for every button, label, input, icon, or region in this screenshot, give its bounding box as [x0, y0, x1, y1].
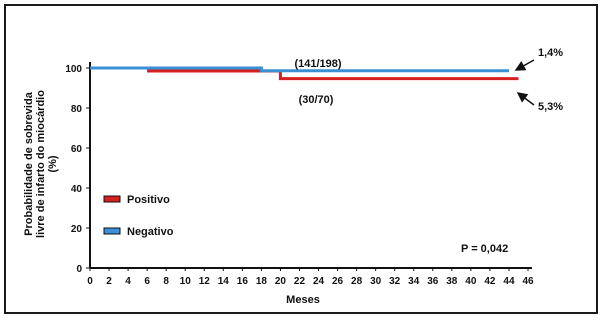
- y-axis-title-line3: (%): [47, 155, 59, 172]
- x-tick-label: 20: [275, 276, 287, 287]
- series-line-negativo: [90, 66, 509, 73]
- x-tick-label: 0: [87, 276, 93, 287]
- x-tick-label: 8: [163, 276, 169, 287]
- legend-swatch-negativo: [103, 227, 121, 235]
- y-tick-label: 80: [71, 104, 83, 115]
- negativo-count-label: (141/198): [294, 58, 341, 70]
- p-value-label: P = 0,042: [461, 243, 508, 255]
- y-tick-label: 40: [71, 184, 83, 195]
- x-tick-label: 2: [106, 276, 112, 287]
- y-tick-label: 60: [71, 144, 83, 155]
- x-tick-label: 4: [125, 276, 131, 287]
- x-tick-label: 18: [256, 276, 268, 287]
- x-tick-label: 26: [332, 276, 344, 287]
- chart-frame: 0 2 4 6 8 10 12 14 16 18 20 22 24 26 28 30 32 34 36 38 40 42 4…: [4, 4, 598, 314]
- legend: Positivo Negativo: [103, 194, 174, 238]
- x-axis-ticks: 0 2 4 6 8 10 12 14 16 18 20 22 24 26 28 30 32 34 36 38 40 42 4…: [87, 268, 534, 287]
- legend-label-negativo: Negativo: [127, 226, 174, 238]
- positivo-count-label: (30/70): [299, 94, 334, 106]
- x-axis-title: Meses: [286, 294, 320, 306]
- axes: [89, 62, 532, 269]
- legend-label-positivo: Positivo: [127, 194, 170, 206]
- x-tick-label: 32: [389, 276, 401, 287]
- x-tick-label: 38: [446, 276, 458, 287]
- x-tick-label: 46: [522, 276, 534, 287]
- survival-chart: 0 2 4 6 8 10 12 14 16 18 20 22 24 26 28 30 32 34 36 38 40 42 4…: [23, 47, 563, 306]
- y-tick-label: 20: [71, 224, 83, 235]
- x-tick-label: 42: [484, 276, 496, 287]
- x-tick-label: 36: [427, 276, 439, 287]
- series-line-positivo: [147, 69, 519, 81]
- x-tick-label: 40: [465, 276, 477, 287]
- x-tick-label: 12: [199, 276, 211, 287]
- x-tick-label: 6: [144, 276, 150, 287]
- y-axis-ticks: 0 20 40 60 80 100: [65, 64, 90, 275]
- y-axis-title-line1: Probabilidade de sobrevida: [23, 91, 35, 236]
- y-tick-label: 100: [65, 64, 82, 75]
- x-tick-label: 22: [294, 276, 306, 287]
- x-tick-label: 34: [408, 276, 420, 287]
- legend-swatch-positivo: [103, 195, 121, 203]
- positivo-end-arrow: [516, 92, 535, 106]
- x-tick-label: 16: [237, 276, 249, 287]
- x-tick-label: 14: [218, 276, 230, 287]
- y-axis-title-line2: livre de infarto do miocárdio: [35, 90, 47, 238]
- negativo-end-arrow: [514, 59, 535, 71]
- series-layer: [90, 66, 519, 81]
- x-tick-label: 28: [351, 276, 363, 287]
- x-tick-label: 24: [313, 276, 325, 287]
- positivo-end-label: 5,3%: [538, 101, 563, 113]
- x-tick-label: 10: [180, 276, 192, 287]
- y-tick-label: 0: [76, 264, 82, 275]
- negativo-end-label: 1,4%: [538, 47, 563, 59]
- x-tick-label: 30: [370, 276, 382, 287]
- x-tick-label: 44: [503, 276, 515, 287]
- y-axis-title: Probabilidade de sobrevida livre de infa…: [23, 90, 59, 238]
